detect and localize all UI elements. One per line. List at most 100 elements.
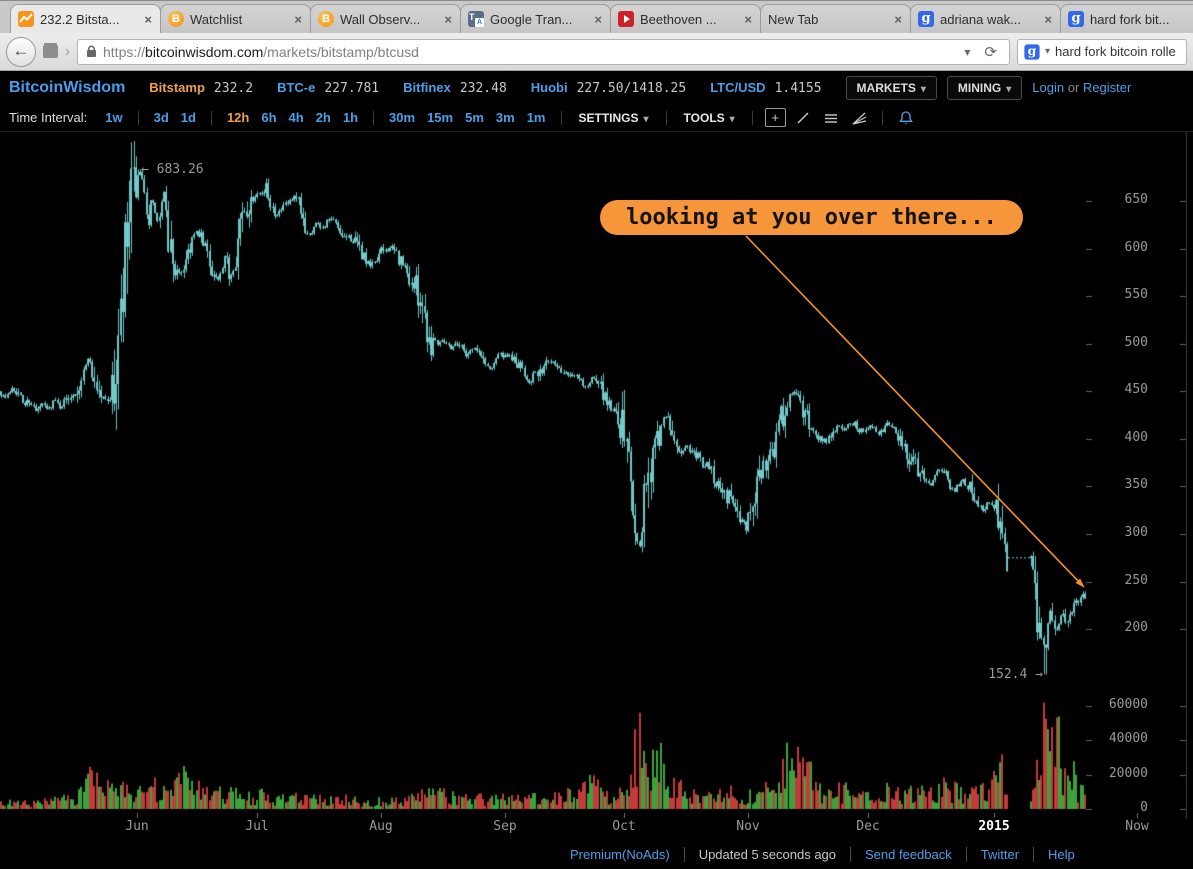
chart-area: ← 683.26 152.4 → looking at you over the… xyxy=(0,132,1193,839)
interval-6h[interactable]: 6h xyxy=(261,110,277,125)
search-engine-dropdown-icon[interactable]: ▾ xyxy=(1045,46,1051,57)
price-volume-chart-canvas[interactable] xyxy=(0,132,1193,839)
tab-close-icon[interactable]: × xyxy=(444,11,452,27)
site-logo[interactable]: BitcoinWisdom xyxy=(9,78,126,96)
tab-title: Watchlist xyxy=(190,11,243,27)
low-price-annotation: 152.4 → xyxy=(988,667,1043,682)
address-bar[interactable]: https://bitcoinwisdom.com/markets/bitsta… xyxy=(77,38,1010,65)
price-axis-label: 650 xyxy=(1124,192,1148,207)
time-axis-label-Now: Now xyxy=(1125,819,1149,834)
interval-2h[interactable]: 2h xyxy=(315,110,331,125)
ticker-value: 232.48 xyxy=(459,80,507,96)
time-axis-label-Aug: Aug xyxy=(369,819,393,834)
tools-dropdown[interactable]: TOOLS ▾ xyxy=(683,110,735,125)
reload-icon[interactable]: ⟳ xyxy=(984,43,997,61)
search-query: hard fork bitcoin rolle xyxy=(1055,44,1176,59)
price-axis-label: 450 xyxy=(1124,382,1148,398)
tab-close-icon[interactable]: × xyxy=(744,11,752,27)
interval-3m[interactable]: 3m xyxy=(495,110,515,125)
mining-button[interactable]: MINING ▾ xyxy=(946,75,1023,100)
tab-close-icon[interactable]: × xyxy=(144,11,152,27)
market-ticker[interactable]: Bitfinex 232.48 xyxy=(403,80,507,96)
footer-link[interactable]: Send feedback xyxy=(850,846,966,862)
tab-title: Google Tran... xyxy=(490,11,573,27)
toolbar-separator xyxy=(210,110,212,125)
tab-close-icon[interactable]: × xyxy=(594,11,602,27)
interval-1m[interactable]: 1m xyxy=(526,110,546,125)
interval-1h[interactable]: 1h xyxy=(342,110,359,125)
login-link[interactable]: Login xyxy=(1032,80,1065,95)
price-axis-label: 500 xyxy=(1124,334,1148,350)
tab-close-icon[interactable]: × xyxy=(1044,11,1052,27)
tab-close-icon[interactable]: × xyxy=(894,11,902,27)
footer-link[interactable]: Twitter xyxy=(965,846,1033,862)
price-axis-label: 250 xyxy=(1124,572,1148,588)
alert-bell-icon[interactable] xyxy=(895,108,917,128)
markets-button[interactable]: MARKETS ▾ xyxy=(845,75,937,100)
or-text: or xyxy=(1067,80,1080,95)
tab-title: New Tab xyxy=(768,11,819,27)
tab-title: Wall Observ... xyxy=(340,11,421,27)
interval-5m[interactable]: 5m xyxy=(465,110,484,125)
browser-toolbar: ← › https://bitcoinwisdom.com/markets/bi… xyxy=(0,33,1193,71)
search-box[interactable]: g ▾ hard fork bitcoin rolle xyxy=(1017,38,1187,65)
fan-lines-tool-icon[interactable] xyxy=(848,108,870,128)
market-ticker[interactable]: BTC-e 227.781 xyxy=(277,80,379,96)
ticker-name: LTC/USD xyxy=(710,79,766,95)
back-icon: ← xyxy=(12,40,30,60)
chevron-down-icon: ▾ xyxy=(1006,83,1012,95)
register-link[interactable]: Register xyxy=(1082,80,1132,95)
url-domain: bitcoinwisdom.com xyxy=(145,43,264,60)
footer-status-text: Updated 5 seconds ago xyxy=(683,846,850,862)
browser-tab[interactable]: B Wall Observ... × xyxy=(310,4,461,33)
google-favicon: g xyxy=(918,11,934,27)
chart-toolbar: Time Interval: 1w 3d 1d 12h 6h 4h 2h 1h 30m 15m 5m… xyxy=(0,104,1193,132)
url-scheme: https:// xyxy=(103,43,146,60)
volume-axis-label: 0 xyxy=(1140,800,1148,815)
interval-1w[interactable]: 1w xyxy=(105,110,123,125)
site-footer: Premium(NoAds) Updated 5 seconds ago Send … xyxy=(0,839,1193,869)
tab-close-icon[interactable]: × xyxy=(294,11,302,27)
settings-dropdown[interactable]: SETTINGS ▾ xyxy=(578,110,649,125)
ticker-value: 232.2 xyxy=(213,80,254,96)
browser-tab[interactable]: New Tab × xyxy=(760,4,911,33)
interval-30m[interactable]: 30m xyxy=(389,110,416,125)
market-ticker[interactable]: LTC/USD 1.4155 xyxy=(710,80,821,96)
trendline-tool-icon[interactable] xyxy=(792,108,814,128)
market-ticker[interactable]: Bitstamp 232.2 xyxy=(149,80,253,96)
interval-15m[interactable]: 15m xyxy=(427,110,454,125)
youtube-favicon xyxy=(618,11,634,27)
tab-title: 232.2 Bitsta... xyxy=(40,11,120,27)
footer-link[interactable]: Premium(NoAds) xyxy=(570,846,670,862)
toolbar-separator xyxy=(373,110,375,125)
footer-link[interactable]: Help xyxy=(1033,846,1089,862)
url-dropdown-icon[interactable]: ▾ xyxy=(964,44,971,59)
browser-tab[interactable]: T A Google Tran... × xyxy=(460,4,611,33)
time-axis-label-Nov: Nov xyxy=(736,819,760,834)
interval-4h[interactable]: 4h xyxy=(288,110,304,125)
time-axis-label-Dec: Dec xyxy=(856,819,880,834)
interval-3d[interactable]: 3d xyxy=(153,110,169,125)
interval-12h[interactable]: 12h xyxy=(226,110,250,125)
ticker-name: Bitstamp xyxy=(149,79,205,95)
chevron-down-icon: ▾ xyxy=(643,113,649,125)
lock-icon xyxy=(87,45,96,57)
browser-tab[interactable]: Beethoven ... × xyxy=(610,4,761,33)
chevron-down-icon: ▾ xyxy=(920,83,926,95)
browser-tab[interactable]: 232.2 Bitsta... × xyxy=(10,4,161,33)
time-axis-label-Oct: Oct xyxy=(612,819,636,834)
apps-icon[interactable] xyxy=(43,45,58,58)
time-axis-label-2015: 2015 xyxy=(978,819,1010,834)
interval-1d[interactable]: 1d xyxy=(180,110,196,125)
back-button[interactable]: ← xyxy=(6,36,36,67)
crosshair-tool-icon[interactable]: + xyxy=(764,108,786,127)
browser-tab[interactable]: g adriana wak... × xyxy=(910,4,1061,33)
ticker-name: Bitfinex xyxy=(403,79,451,95)
market-ticker[interactable]: Huobi 227.50/1418.25 xyxy=(531,80,686,96)
toolbar-separator xyxy=(137,110,139,125)
price-axis-label: 550 xyxy=(1124,287,1148,303)
horizontal-lines-tool-icon[interactable] xyxy=(820,108,842,128)
browser-tab[interactable]: B Watchlist × xyxy=(160,4,311,33)
